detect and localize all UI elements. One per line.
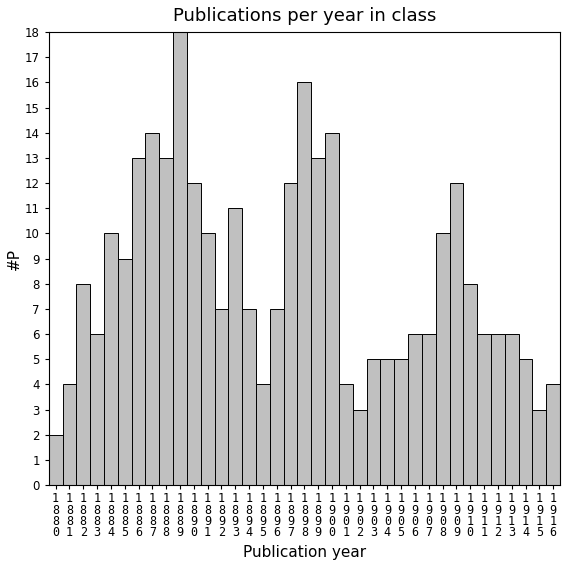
Bar — [353, 409, 367, 485]
Bar — [49, 435, 62, 485]
Bar — [270, 309, 284, 485]
Bar — [104, 234, 118, 485]
Y-axis label: #P: #P — [7, 248, 22, 269]
Bar — [214, 309, 229, 485]
Bar — [298, 82, 311, 485]
Bar — [187, 183, 201, 485]
Bar — [463, 284, 477, 485]
Bar — [173, 32, 187, 485]
Bar — [118, 259, 132, 485]
X-axis label: Publication year: Publication year — [243, 545, 366, 560]
Bar — [90, 334, 104, 485]
Bar — [519, 359, 532, 485]
Bar — [367, 359, 380, 485]
Bar — [325, 133, 339, 485]
Bar — [532, 409, 546, 485]
Bar — [132, 158, 146, 485]
Bar — [450, 183, 463, 485]
Bar — [62, 384, 77, 485]
Bar — [380, 359, 394, 485]
Bar — [77, 284, 90, 485]
Bar — [229, 208, 242, 485]
Bar — [408, 334, 422, 485]
Bar — [146, 133, 159, 485]
Bar — [284, 183, 298, 485]
Bar — [256, 384, 270, 485]
Bar — [505, 334, 519, 485]
Bar — [159, 158, 173, 485]
Bar — [491, 334, 505, 485]
Bar — [311, 158, 325, 485]
Bar — [546, 384, 560, 485]
Bar — [339, 384, 353, 485]
Title: Publications per year in class: Publications per year in class — [173, 7, 436, 25]
Bar — [477, 334, 491, 485]
Bar — [201, 234, 214, 485]
Bar — [394, 359, 408, 485]
Bar — [422, 334, 435, 485]
Bar — [435, 234, 450, 485]
Bar — [242, 309, 256, 485]
